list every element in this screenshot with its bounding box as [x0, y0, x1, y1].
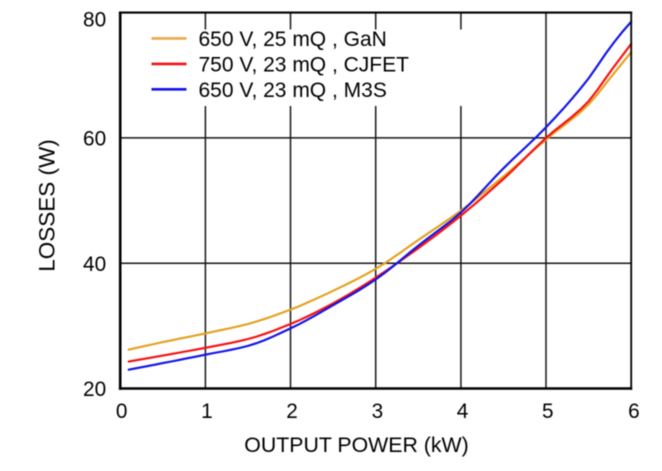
svg-text:750 V, 23 mQ , CJFET: 750 V, 23 mQ , CJFET	[199, 54, 410, 77]
svg-text:20: 20	[83, 378, 106, 401]
svg-text:80: 80	[83, 8, 106, 31]
svg-text:LOSSES (W): LOSSES (W)	[35, 139, 60, 272]
svg-text:650 V, 23 mQ , M3S: 650 V, 23 mQ , M3S	[199, 79, 387, 102]
svg-text:650 V, 25 mQ , GaN: 650 V, 25 mQ , GaN	[199, 28, 387, 51]
svg-text:40: 40	[83, 253, 106, 276]
svg-text:4: 4	[457, 400, 469, 423]
svg-text:5: 5	[542, 400, 554, 423]
svg-text:2: 2	[286, 400, 298, 423]
svg-text:3: 3	[372, 400, 384, 423]
svg-text:0: 0	[116, 400, 128, 423]
svg-text:60: 60	[83, 128, 106, 151]
svg-text:1: 1	[201, 400, 213, 423]
svg-text:6: 6	[628, 400, 640, 423]
svg-text:OUTPUT POWER (kW): OUTPUT POWER (kW)	[244, 433, 468, 457]
